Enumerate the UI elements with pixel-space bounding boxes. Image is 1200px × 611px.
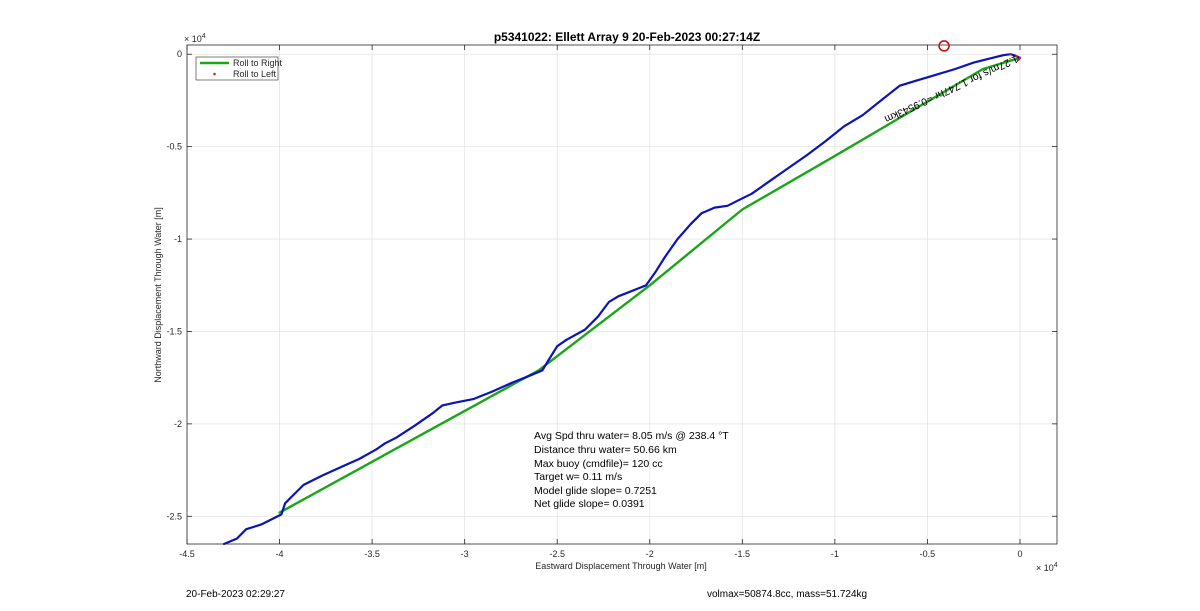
track-line xyxy=(222,53,1022,546)
current-annotation: 1.27m/s for 1.747hr =0.9543km xyxy=(882,52,1020,125)
surface-marker xyxy=(938,40,950,52)
roll-left-point xyxy=(1018,56,1022,60)
series-group xyxy=(222,53,1022,546)
y-tick-label: -1 xyxy=(174,234,182,244)
chart-title: p5341022: Ellett Array 9 20-Feb-2023 00:… xyxy=(494,30,760,44)
y-tick-label: -2.5 xyxy=(166,511,182,521)
stats-block: Avg Spd thru water= 8.05 m/s @ 238.4 °T … xyxy=(534,430,729,510)
x-tick-label: 0 xyxy=(1017,549,1022,559)
y-tick-label: 0 xyxy=(177,49,182,59)
x-tick-label: -1.5 xyxy=(735,549,751,559)
legend-swatch-roll-left xyxy=(213,72,216,76)
roll-left-point xyxy=(1015,54,1018,58)
roll-left-point xyxy=(1016,58,1020,61)
legend-label-roll-right: Roll to Right xyxy=(233,58,283,68)
x-tick-label: -4.5 xyxy=(179,549,195,559)
model-line xyxy=(278,56,1022,514)
stat-target-w: Target w= 0.11 m/s xyxy=(534,471,622,483)
x-tick-label: -3.5 xyxy=(364,549,380,559)
y-axis-label: Northward Displacement Through Water [m] xyxy=(153,207,163,383)
x-tick-label: -4 xyxy=(276,549,284,559)
y-tick-label: -2 xyxy=(174,419,182,429)
legend: Roll to Right Roll to Left xyxy=(195,56,283,81)
footer-timestamp: 20-Feb-2023 02:29:27 xyxy=(186,589,285,600)
stat-max-buoy: Max buoy (cmdfile)= 120 cc xyxy=(534,458,663,470)
legend-label-roll-left: Roll to Left xyxy=(233,69,277,79)
stat-net-glide: Net glide slope= 0.0391 xyxy=(534,498,645,510)
x-exponent-label: × 104 xyxy=(1036,562,1058,573)
ticks-group: -4.5 -4 -3.5 -3 -2.5 -2 -1.5 -1 -0.5 0 0 -0.5 -1 -1.5… xyxy=(166,45,1057,559)
axes-box xyxy=(186,44,1058,545)
x-tick-label: -1 xyxy=(831,549,839,559)
stat-model-glide: Model glide slope= 0.7251 xyxy=(534,485,657,497)
y-tick-label: -0.5 xyxy=(166,142,182,152)
x-tick-label: -3 xyxy=(461,549,469,559)
x-axis-label: Eastward Displacement Through Water [m] xyxy=(535,561,707,571)
roll-left-point xyxy=(1009,53,1012,56)
x-tick-label: -2 xyxy=(646,549,654,559)
x-tick-label: -2.5 xyxy=(549,549,565,559)
y-tick-label: -1.5 xyxy=(166,326,182,336)
stat-distance: Distance thru water= 50.66 km xyxy=(534,444,677,456)
y-exponent-label: × 104 xyxy=(184,33,206,44)
footer-mass-info: volmax=50874.8cc, mass=51.724kg xyxy=(707,589,868,600)
stat-avg-speed: Avg Spd thru water= 8.05 m/s @ 238.4 °T xyxy=(534,430,729,442)
x-tick-label: -0.5 xyxy=(920,549,936,559)
grid xyxy=(186,45,1057,544)
